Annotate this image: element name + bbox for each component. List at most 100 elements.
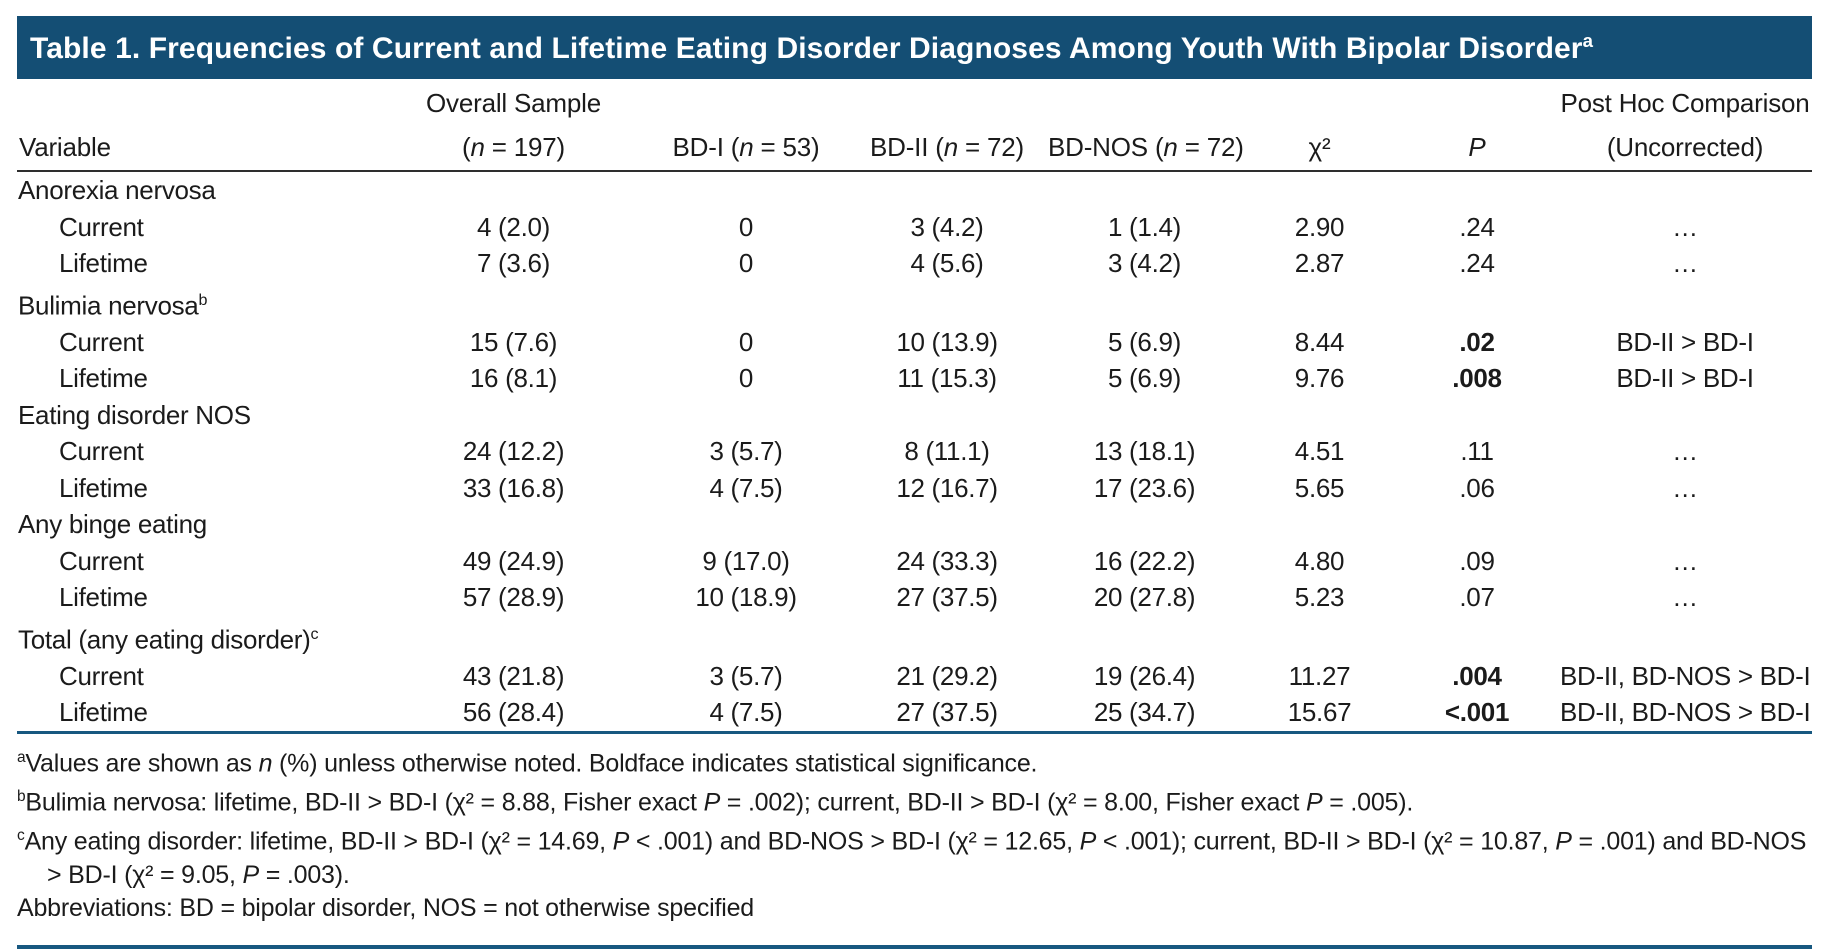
footnote-c: cAny eating disorder: lifetime, BD-II > … (17, 827, 1807, 889)
cell-post-hoc: BD-II, BD-NOS > BD-I (1560, 660, 1811, 691)
table-title-text: Table 1. Frequencies of Current and Life… (30, 31, 1583, 65)
cell-bd-nos (1046, 506, 1243, 543)
header-bd-ii: BD-II (n = 72) (848, 121, 1046, 172)
cell-bd-i: 0 (738, 248, 754, 278)
cell-bd-nos: 5 (6.9) (1107, 326, 1182, 357)
cell-bd-ii: 8 (11.1) (904, 436, 990, 467)
table-title-bar: Table 1. Frequencies of Current and Life… (17, 16, 1812, 79)
cell-p-value: .02 (1459, 326, 1495, 357)
cell-bd-ii: 3 (4.2) (910, 211, 984, 242)
data-row: Lifetime 16 (8.1) 0 11 (15.3) 5 (6.9) 9.76 .00… (17, 360, 1812, 397)
row-label: Current (59, 326, 144, 357)
cell-overall: 16 (8.1) (469, 363, 558, 394)
data-row: Lifetime 57 (28.9) 10 (18.9) 27 (37.5) 20 (2… (17, 579, 1812, 616)
row-label: Current (59, 545, 144, 576)
header-p-value: P (1396, 121, 1558, 172)
data-row: Current 24 (12.2) 3 (5.7) 8 (11.1) 13 (18.1)… (17, 433, 1812, 470)
cell-p-value: .07 (1459, 582, 1495, 613)
cell-post-hoc: … (1672, 436, 1698, 467)
footnote-marker: b (17, 788, 26, 806)
row-label: Lifetime (59, 363, 148, 394)
row-label: Total (any eating disorder)c (18, 624, 319, 655)
table-title: Table 1. Frequencies of Current and Life… (30, 30, 1593, 66)
cell-bd-i: 3 (5.7) (709, 436, 783, 467)
data-row: Lifetime 7 (3.6) 0 4 (5.6) 3 (4.2) 2.87.24… (17, 245, 1812, 282)
cell-chi-square: 2.90 (1294, 211, 1345, 242)
cell-p-value: .11 (1460, 436, 1494, 467)
cell-bd-ii (848, 397, 1046, 434)
table-body: Anorexia nervosa Current 4 (2.0) 0 3 (4.2) 1 … (17, 171, 1812, 732)
cell-bd-nos (1046, 171, 1243, 209)
cell-post-hoc (1558, 282, 1812, 324)
cell-post-hoc: … (1672, 582, 1698, 613)
cell-post-hoc: BD-II > BD-I (1616, 326, 1754, 357)
header-post-hoc-top: Post Hoc Comparison (1560, 88, 1810, 118)
cell-bd-ii (848, 282, 1046, 324)
section-row: Eating disorder NOS (17, 397, 1812, 434)
header-p-value-top (1396, 83, 1558, 121)
cell-p-value: .24 (1459, 211, 1495, 242)
cell-bd-ii (848, 506, 1046, 543)
footnote-marker: c (310, 624, 319, 643)
cell-bd-nos (1046, 282, 1243, 324)
cell-bd-nos: 25 (34.7) (1093, 697, 1196, 728)
figure-bottom-rule (17, 944, 1812, 949)
header-row-bottom: Variable (n = 197) BD-I (n = 53) BD-II (… (17, 121, 1812, 172)
cell-p-value: .09 (1459, 545, 1495, 576)
cell-overall (383, 506, 644, 543)
cell-post-hoc: … (1672, 248, 1698, 278)
cell-bd-ii: 24 (33.3) (896, 545, 998, 576)
cell-p-value (1396, 171, 1558, 209)
cell-bd-i: 0 (738, 326, 754, 357)
row-label: Bulimia nervosab (18, 290, 208, 321)
table-header: Overall Sample Post Hoc Comparison Varia… (17, 83, 1812, 172)
cell-chi-square: 5.23 (1294, 582, 1345, 613)
cell-overall: 49 (24.9) (462, 545, 565, 576)
row-label: Lifetime (59, 472, 148, 503)
table-title-footnote-marker: a (1582, 29, 1594, 51)
cell-post-hoc (1558, 506, 1812, 543)
cell-bd-ii: 27 (37.5) (896, 697, 998, 728)
footnote-marker: c (17, 827, 25, 845)
data-row: Lifetime 56 (28.4) 4 (7.5) 27 (37.5) 25 (34.… (17, 694, 1812, 732)
header-variable: Variable (17, 121, 383, 172)
cell-bd-nos: 13 (18.1) (1093, 436, 1196, 467)
cell-bd-nos: 5 (6.9) (1107, 363, 1182, 394)
header-post-hoc: (Uncorrected) (1558, 121, 1812, 172)
cell-chi-square: 4.80 (1294, 545, 1345, 576)
cell-bd-i: 3 (5.7) (709, 660, 783, 691)
cell-bd-ii: 11 (15.3) (897, 363, 997, 394)
cell-chi-square: 5.65 (1294, 472, 1345, 503)
cell-overall: 43 (21.8) (462, 660, 565, 691)
cell-post-hoc: … (1672, 472, 1698, 503)
cell-bd-nos: 20 (27.8) (1093, 582, 1196, 613)
cell-p-value: .24 (1459, 248, 1495, 278)
cell-bd-ii: 12 (16.7) (896, 472, 998, 503)
cell-overall: 57 (28.9) (462, 582, 565, 613)
cell-bd-i: 0 (738, 211, 754, 242)
cell-bd-ii (848, 171, 1046, 209)
header-chi-square-top (1243, 83, 1396, 121)
cell-bd-nos: 19 (26.4) (1093, 660, 1196, 691)
header-row-top: Overall Sample Post Hoc Comparison (17, 83, 1812, 121)
section-row: Total (any eating disorder)c (17, 616, 1812, 658)
cell-bd-ii: 21 (29.2) (896, 660, 998, 691)
cell-bd-i: 9 (17.0) (702, 545, 790, 576)
cell-post-hoc (1558, 171, 1812, 209)
cell-chi-square: 2.87 (1294, 248, 1345, 278)
cell-overall (383, 282, 644, 324)
cell-p-value (1396, 506, 1558, 543)
header-bd-i-top (644, 83, 848, 121)
row-label: Lifetime (59, 248, 148, 278)
cell-post-hoc: BD-II, BD-NOS > BD-I (1560, 697, 1811, 728)
cell-bd-nos (1046, 397, 1243, 434)
cell-overall: 15 (7.6) (469, 326, 558, 357)
cell-overall (383, 397, 644, 434)
cell-chi-square (1243, 282, 1396, 324)
cell-bd-nos: 17 (23.6) (1093, 472, 1196, 503)
cell-bd-nos: 16 (22.2) (1093, 545, 1196, 576)
cell-overall (383, 616, 644, 658)
cell-chi-square (1243, 397, 1396, 434)
row-label: Current (59, 211, 144, 242)
